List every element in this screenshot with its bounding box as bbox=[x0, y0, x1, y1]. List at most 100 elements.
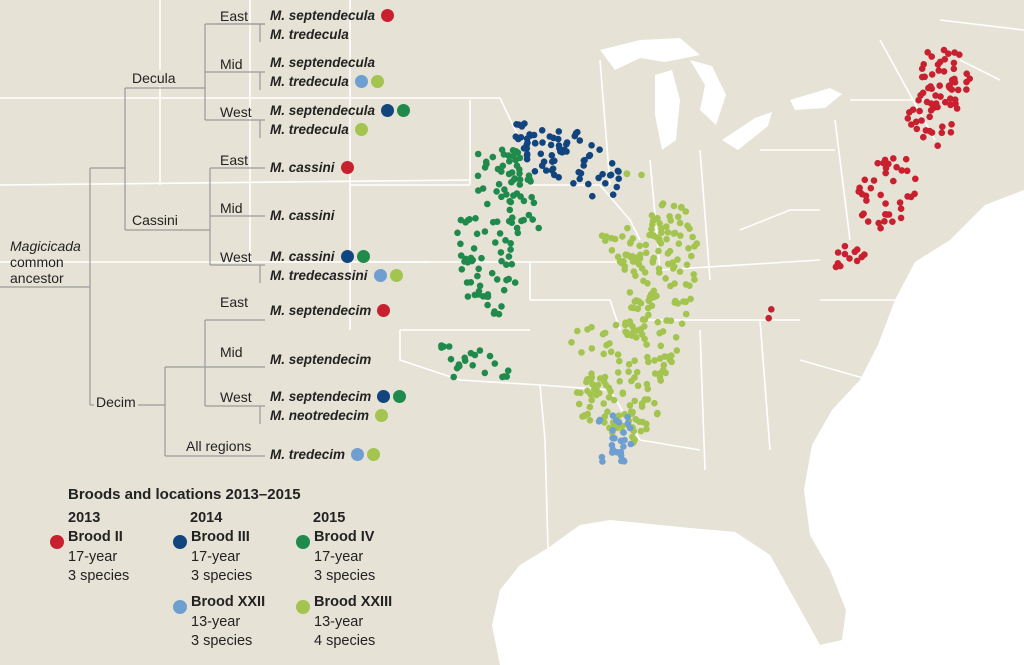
brood-xxiii-dot bbox=[650, 287, 658, 295]
brood-iv-dot bbox=[493, 188, 500, 195]
brood-iii-dot bbox=[340, 250, 354, 263]
brood-ii-dot bbox=[902, 155, 910, 163]
brood-iv-dot bbox=[481, 228, 489, 235]
brood-xxiii-dot bbox=[668, 352, 675, 359]
brood-xxiii-dot bbox=[623, 170, 631, 178]
brood-ii-dot bbox=[861, 176, 869, 184]
brood-iv-dot bbox=[516, 166, 523, 173]
brood-iii-dot bbox=[599, 170, 606, 178]
brood-xxii-dot bbox=[620, 457, 627, 464]
brood-ii-dot bbox=[904, 115, 912, 122]
brood-ii-dot bbox=[963, 70, 970, 77]
brood-ii-dot bbox=[381, 9, 395, 22]
brood-iii-dot bbox=[580, 162, 587, 169]
brood-xxiii-dot bbox=[656, 269, 663, 276]
brood-iv-dot bbox=[397, 104, 411, 117]
root-label-3: ancestor bbox=[10, 270, 64, 286]
brood-ii-dot bbox=[942, 98, 949, 106]
region-cassini-east: East bbox=[220, 152, 249, 168]
brood-iii-dot bbox=[546, 133, 554, 140]
brood-ii-dot bbox=[928, 53, 935, 60]
brood-iii-dot bbox=[523, 155, 531, 163]
brood-iii-dot bbox=[540, 158, 548, 165]
brood-xxiii-dot bbox=[367, 448, 381, 461]
brood-iii-dot bbox=[381, 104, 395, 117]
brood-xxiii-dot bbox=[643, 420, 650, 428]
brood-xxiii-dot bbox=[655, 247, 662, 255]
brood-xxiii-dot bbox=[691, 276, 698, 283]
brood-ii-dot bbox=[880, 159, 887, 167]
brood-ii-dot bbox=[919, 89, 927, 97]
brood-iv-dot bbox=[500, 286, 508, 294]
brood-iii-dot bbox=[523, 150, 531, 158]
brood-iii-dot bbox=[576, 137, 584, 144]
species-row: M. septendecula bbox=[270, 103, 411, 119]
brood-iii-dot bbox=[563, 141, 570, 148]
brood-iv-dot bbox=[463, 279, 471, 286]
brood-xxiii-dot bbox=[635, 261, 643, 268]
region-decim-west: West bbox=[220, 389, 252, 405]
brood-iv-dot bbox=[454, 229, 461, 237]
legend-year-2014: 2014 bbox=[190, 510, 223, 526]
brood-xxii-dot bbox=[596, 416, 604, 424]
brood-xxiii-dot bbox=[638, 171, 645, 179]
brood-ii-dot bbox=[893, 163, 900, 171]
brood-xxiii-dot bbox=[658, 201, 666, 209]
brood-ii-dot bbox=[841, 250, 849, 258]
brood-xxiii-dot bbox=[676, 268, 684, 275]
brood-xxiii-dot bbox=[568, 339, 575, 346]
brood-xxiii-dot bbox=[636, 242, 643, 250]
brood-ii-dot bbox=[915, 96, 922, 104]
brood-xxiii-dot bbox=[578, 349, 585, 356]
region-decim-mid: Mid bbox=[220, 344, 243, 360]
brood-iv-dot bbox=[458, 266, 466, 273]
brood-xxiii-dot bbox=[686, 225, 693, 232]
brood-ii-dot bbox=[882, 200, 889, 207]
brood-iv-dot bbox=[476, 347, 484, 354]
brood-ii-dot bbox=[934, 61, 942, 68]
brood-iv-dot bbox=[476, 282, 484, 290]
brood-xxiii-dot bbox=[672, 334, 680, 341]
brood-xxiii-dot bbox=[643, 341, 650, 348]
brood-ii-dot bbox=[963, 86, 970, 93]
brood-xxiii-dot bbox=[593, 385, 600, 393]
brood-xxii-dot bbox=[621, 436, 628, 444]
brood-iii-dot bbox=[513, 121, 520, 128]
brood-xxiii-dot bbox=[644, 353, 651, 361]
brood-iv-dot bbox=[505, 152, 512, 159]
brood-xxii-dot bbox=[599, 458, 606, 465]
brood-xxiii-dot bbox=[651, 357, 658, 364]
brood-iv-dot bbox=[498, 303, 505, 310]
legend-brood-ii: Brood II 17-year 3 species bbox=[68, 529, 130, 584]
brood-ii-dot bbox=[877, 224, 884, 232]
brood-ii-dot bbox=[918, 117, 925, 124]
brood-xxii-dot bbox=[624, 420, 632, 427]
brood-ii-dot bbox=[863, 197, 870, 204]
brood-xxiii-dot bbox=[654, 214, 661, 222]
brood-iv-dot bbox=[474, 172, 482, 180]
brood-ii-dot bbox=[856, 188, 863, 195]
brood-xxiii-dot bbox=[629, 252, 636, 260]
brood-xxiii-dot bbox=[664, 229, 672, 236]
great-lakes bbox=[600, 38, 842, 150]
brood-iv-dot bbox=[506, 197, 513, 205]
brood-xxiii-dot bbox=[631, 436, 638, 444]
brood-ii-dot bbox=[912, 118, 920, 126]
species-row: M. neotredecim bbox=[270, 408, 389, 424]
brood-xxiii-dot bbox=[603, 341, 610, 349]
brood-ii-dot bbox=[853, 257, 861, 265]
region-decula-mid: Mid bbox=[220, 56, 243, 72]
brood-iv-dot bbox=[447, 355, 455, 363]
brood-ii-dot bbox=[890, 177, 897, 185]
brood-xxii-dot bbox=[624, 413, 631, 421]
brood-iv-dot bbox=[505, 253, 513, 260]
brood-xxiii-dot bbox=[588, 345, 596, 352]
brood-ii-dot bbox=[948, 121, 955, 128]
species-row: M. septendecula bbox=[270, 8, 395, 24]
legend-year-2013: 2013 bbox=[68, 510, 101, 526]
legend-brood-iii-dot bbox=[173, 535, 187, 549]
brood-xxiii-dot bbox=[638, 403, 646, 411]
brood-iv-dot bbox=[498, 257, 505, 265]
brood-xxiii-dot bbox=[638, 331, 646, 338]
brood-xxiii-dot bbox=[650, 254, 657, 262]
